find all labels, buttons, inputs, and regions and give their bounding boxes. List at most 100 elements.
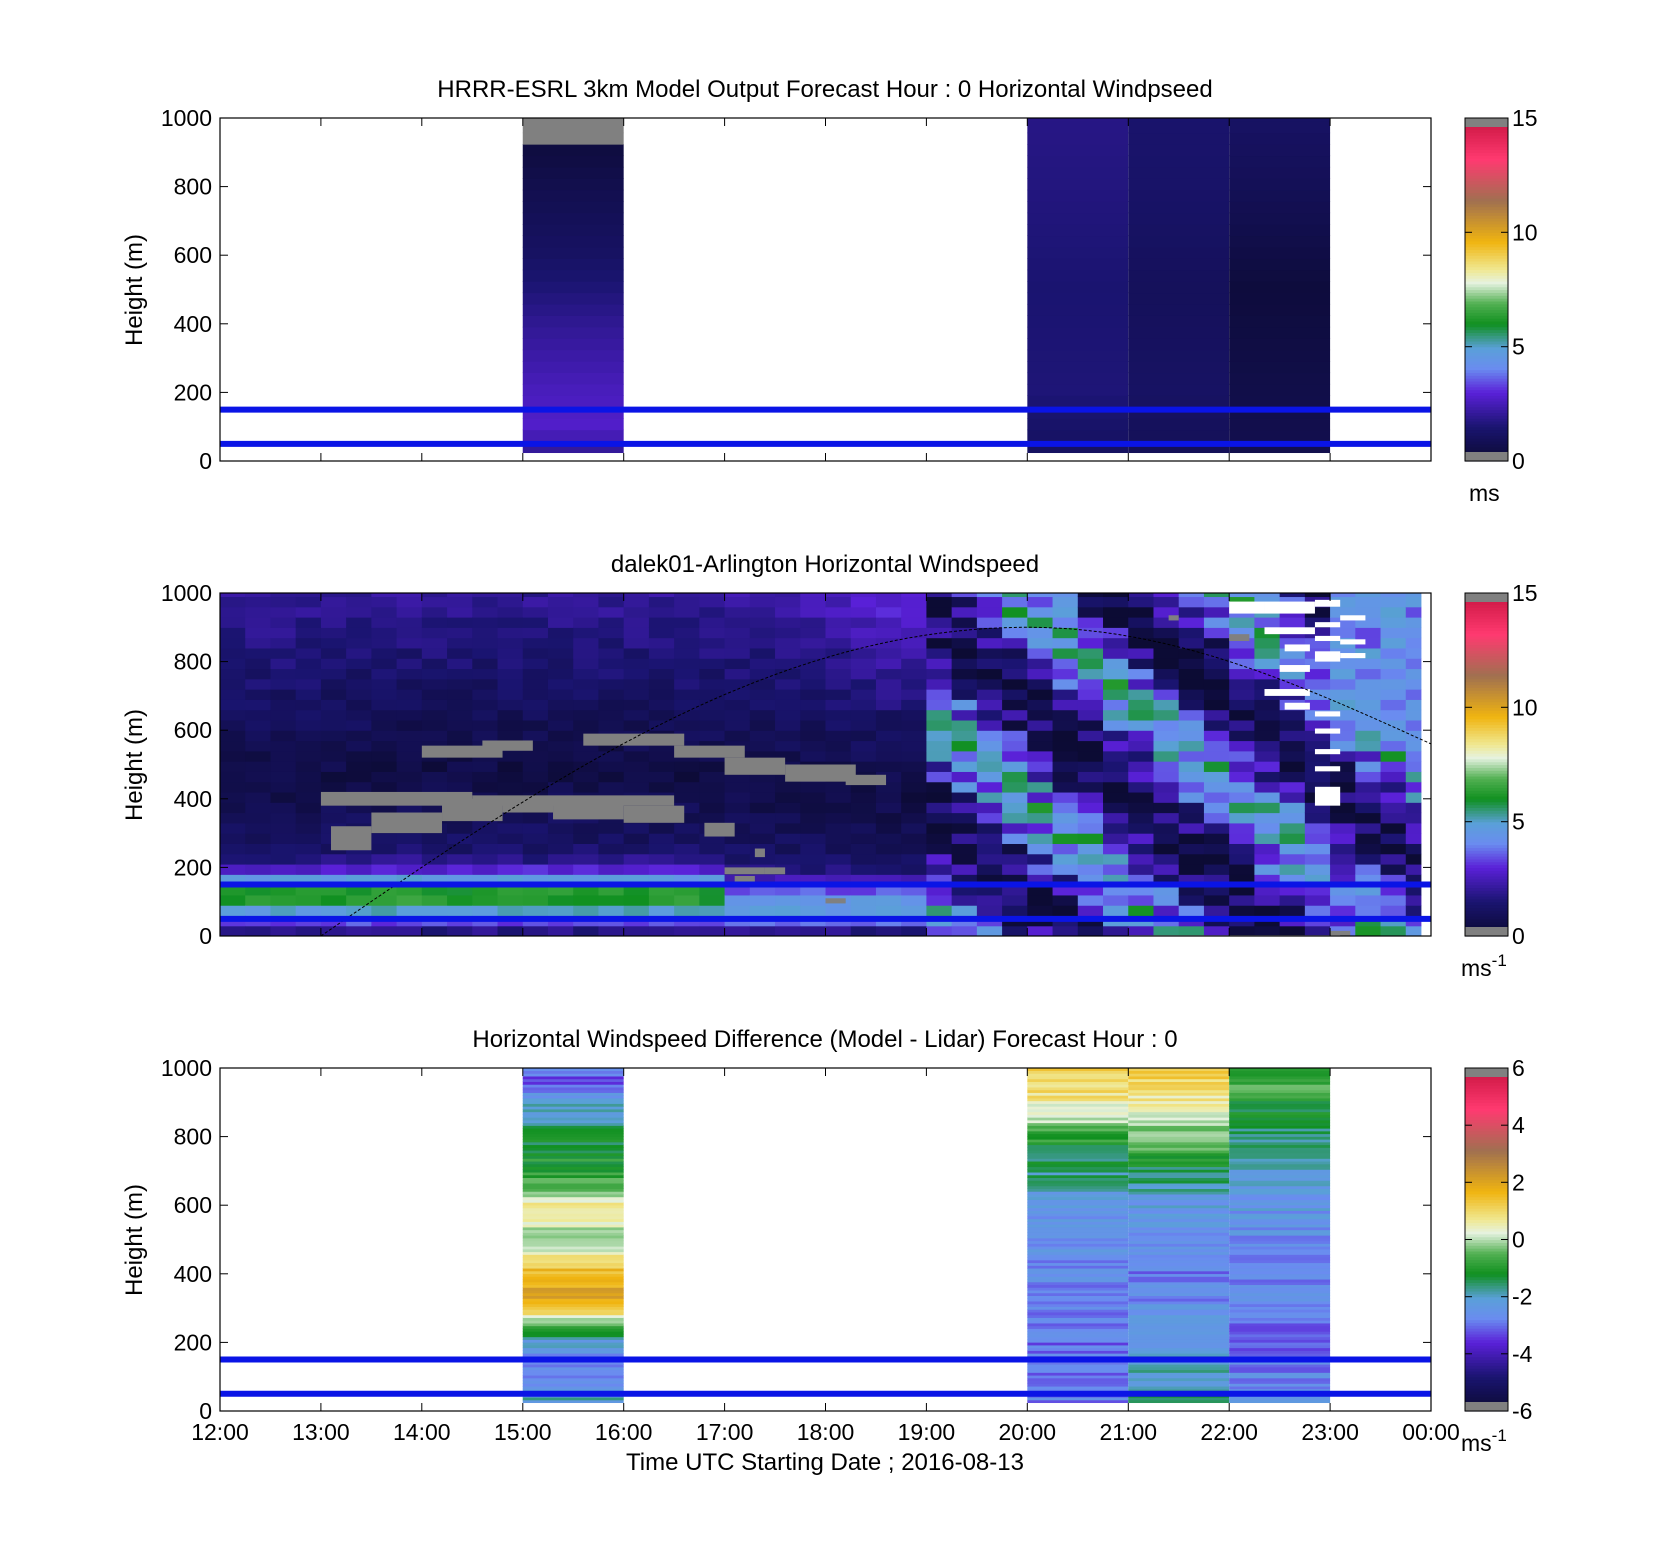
heatmap-cell	[522, 166, 624, 179]
heatmap-cell	[371, 843, 398, 855]
heatmap-cell	[749, 781, 776, 793]
heatmap-cell	[850, 699, 877, 711]
heatmap-cell	[522, 281, 624, 294]
heatmap-cell	[421, 668, 448, 680]
heatmap-cell	[951, 781, 978, 793]
colorbar-tick-label: -6	[1512, 1398, 1532, 1424]
heatmap-cell	[901, 658, 927, 670]
heatmap-cell	[623, 658, 650, 670]
heatmap-cell	[1254, 719, 1281, 731]
heatmap-cell	[775, 750, 801, 762]
heatmap-cell	[522, 647, 549, 659]
heatmap-cell	[598, 617, 625, 628]
heatmap-cell	[1380, 791, 1407, 803]
heatmap-cell	[623, 709, 650, 721]
heatmap-cell	[850, 678, 877, 690]
heatmap-cell	[1128, 1374, 1230, 1379]
heatmap-cell	[522, 338, 624, 351]
heatmap-cell	[573, 874, 599, 886]
heatmap-cell	[1279, 894, 1306, 906]
heatmap-cell	[320, 606, 347, 618]
heatmap-cell	[1128, 1339, 1230, 1343]
heatmap-cell	[1128, 647, 1154, 659]
heatmap-cell	[1128, 781, 1154, 793]
heatmap-cell	[1027, 281, 1129, 294]
colorbar-swatch	[1465, 681, 1508, 686]
heatmap-cell	[1229, 1196, 1331, 1200]
heatmap-cell	[1229, 1119, 1331, 1124]
heatmap-cell	[1027, 1106, 1129, 1110]
heatmap-cell	[1027, 1328, 1129, 1332]
heatmap-cell	[220, 593, 246, 598]
heatmap-cell	[850, 833, 877, 844]
heatmap-cell	[775, 894, 801, 906]
heatmap-cell	[648, 771, 675, 783]
heatmap-cell	[1229, 1213, 1331, 1217]
x-tick-label: 22:00	[1200, 1419, 1258, 1445]
heatmap-cell	[1405, 843, 1422, 855]
heatmap-cell	[623, 617, 650, 628]
heatmap-cell	[522, 719, 549, 731]
heatmap-cell	[522, 1396, 624, 1401]
heatmap-cell	[674, 730, 700, 742]
heatmap-cell	[1103, 884, 1129, 896]
heatmap-cell	[1153, 894, 1180, 906]
heatmap-cell	[547, 627, 574, 639]
heatmap-cell	[1002, 750, 1028, 762]
heatmap-cell	[951, 853, 978, 865]
heatmap-cell	[522, 1369, 624, 1373]
heatmap-cell	[522, 689, 549, 700]
heatmap-cell	[245, 689, 271, 700]
heatmap-cell	[573, 668, 599, 680]
heatmap-cell	[901, 709, 927, 721]
heatmap-cell	[1229, 1188, 1331, 1192]
heatmap-cell	[1405, 802, 1422, 814]
heatmap-cell	[421, 647, 448, 659]
heatmap-cell	[926, 894, 953, 906]
heatmap-cell	[1128, 144, 1230, 157]
heatmap-cell	[901, 627, 927, 639]
heatmap-cell	[522, 1259, 624, 1264]
heatmap-cell	[522, 606, 549, 618]
heatmap-cell	[421, 596, 448, 608]
heatmap-cell	[1380, 874, 1407, 886]
heatmap-cell	[396, 658, 423, 670]
heatmap-cell	[976, 596, 1003, 608]
heatmap-cell	[926, 771, 953, 783]
heatmap-cell	[699, 617, 726, 628]
heatmap-cell	[1128, 235, 1230, 248]
heatmap-cell	[1229, 1251, 1331, 1255]
heatmap-cell	[320, 699, 347, 711]
heatmap-cell	[573, 863, 599, 875]
heatmap-cell	[1128, 1292, 1230, 1296]
heatmap-cell	[472, 709, 499, 721]
heatmap-cell	[522, 144, 624, 157]
heatmap-cell	[220, 761, 246, 772]
heatmap-cell	[1178, 833, 1205, 844]
heatmap-cell	[1128, 1361, 1230, 1365]
heatmap-cell	[522, 1100, 624, 1104]
x-tick-label: 12:00	[191, 1419, 249, 1445]
heatmap-cell	[547, 678, 574, 690]
heatmap-cell	[1304, 833, 1331, 844]
x-tick-label: 20:00	[999, 1419, 1057, 1445]
colorbar-swatch	[1465, 166, 1508, 171]
heatmap-cell	[522, 1097, 624, 1102]
heatmap-cell	[522, 1265, 624, 1269]
missing-cell	[754, 848, 765, 858]
heatmap-cell	[749, 905, 776, 917]
heatmap-cell	[648, 925, 675, 936]
heatmap-cell	[1128, 1281, 1230, 1286]
heatmap-cell	[1027, 1182, 1129, 1187]
panel-model: HRRR-ESRL 3km Model Output Forecast Hour…	[121, 76, 1538, 506]
heatmap-cell	[573, 761, 599, 772]
heatmap-cell	[951, 678, 978, 690]
heatmap-cell	[926, 761, 953, 772]
heatmap-cell	[1304, 925, 1331, 936]
heatmap-cell	[346, 658, 372, 670]
heatmap-cell	[522, 1289, 624, 1294]
heatmap-cell	[1027, 822, 1054, 834]
y-axis-label: Height (m)	[121, 234, 148, 346]
heatmap-cell	[447, 647, 473, 659]
heatmap-cell	[1077, 606, 1104, 618]
